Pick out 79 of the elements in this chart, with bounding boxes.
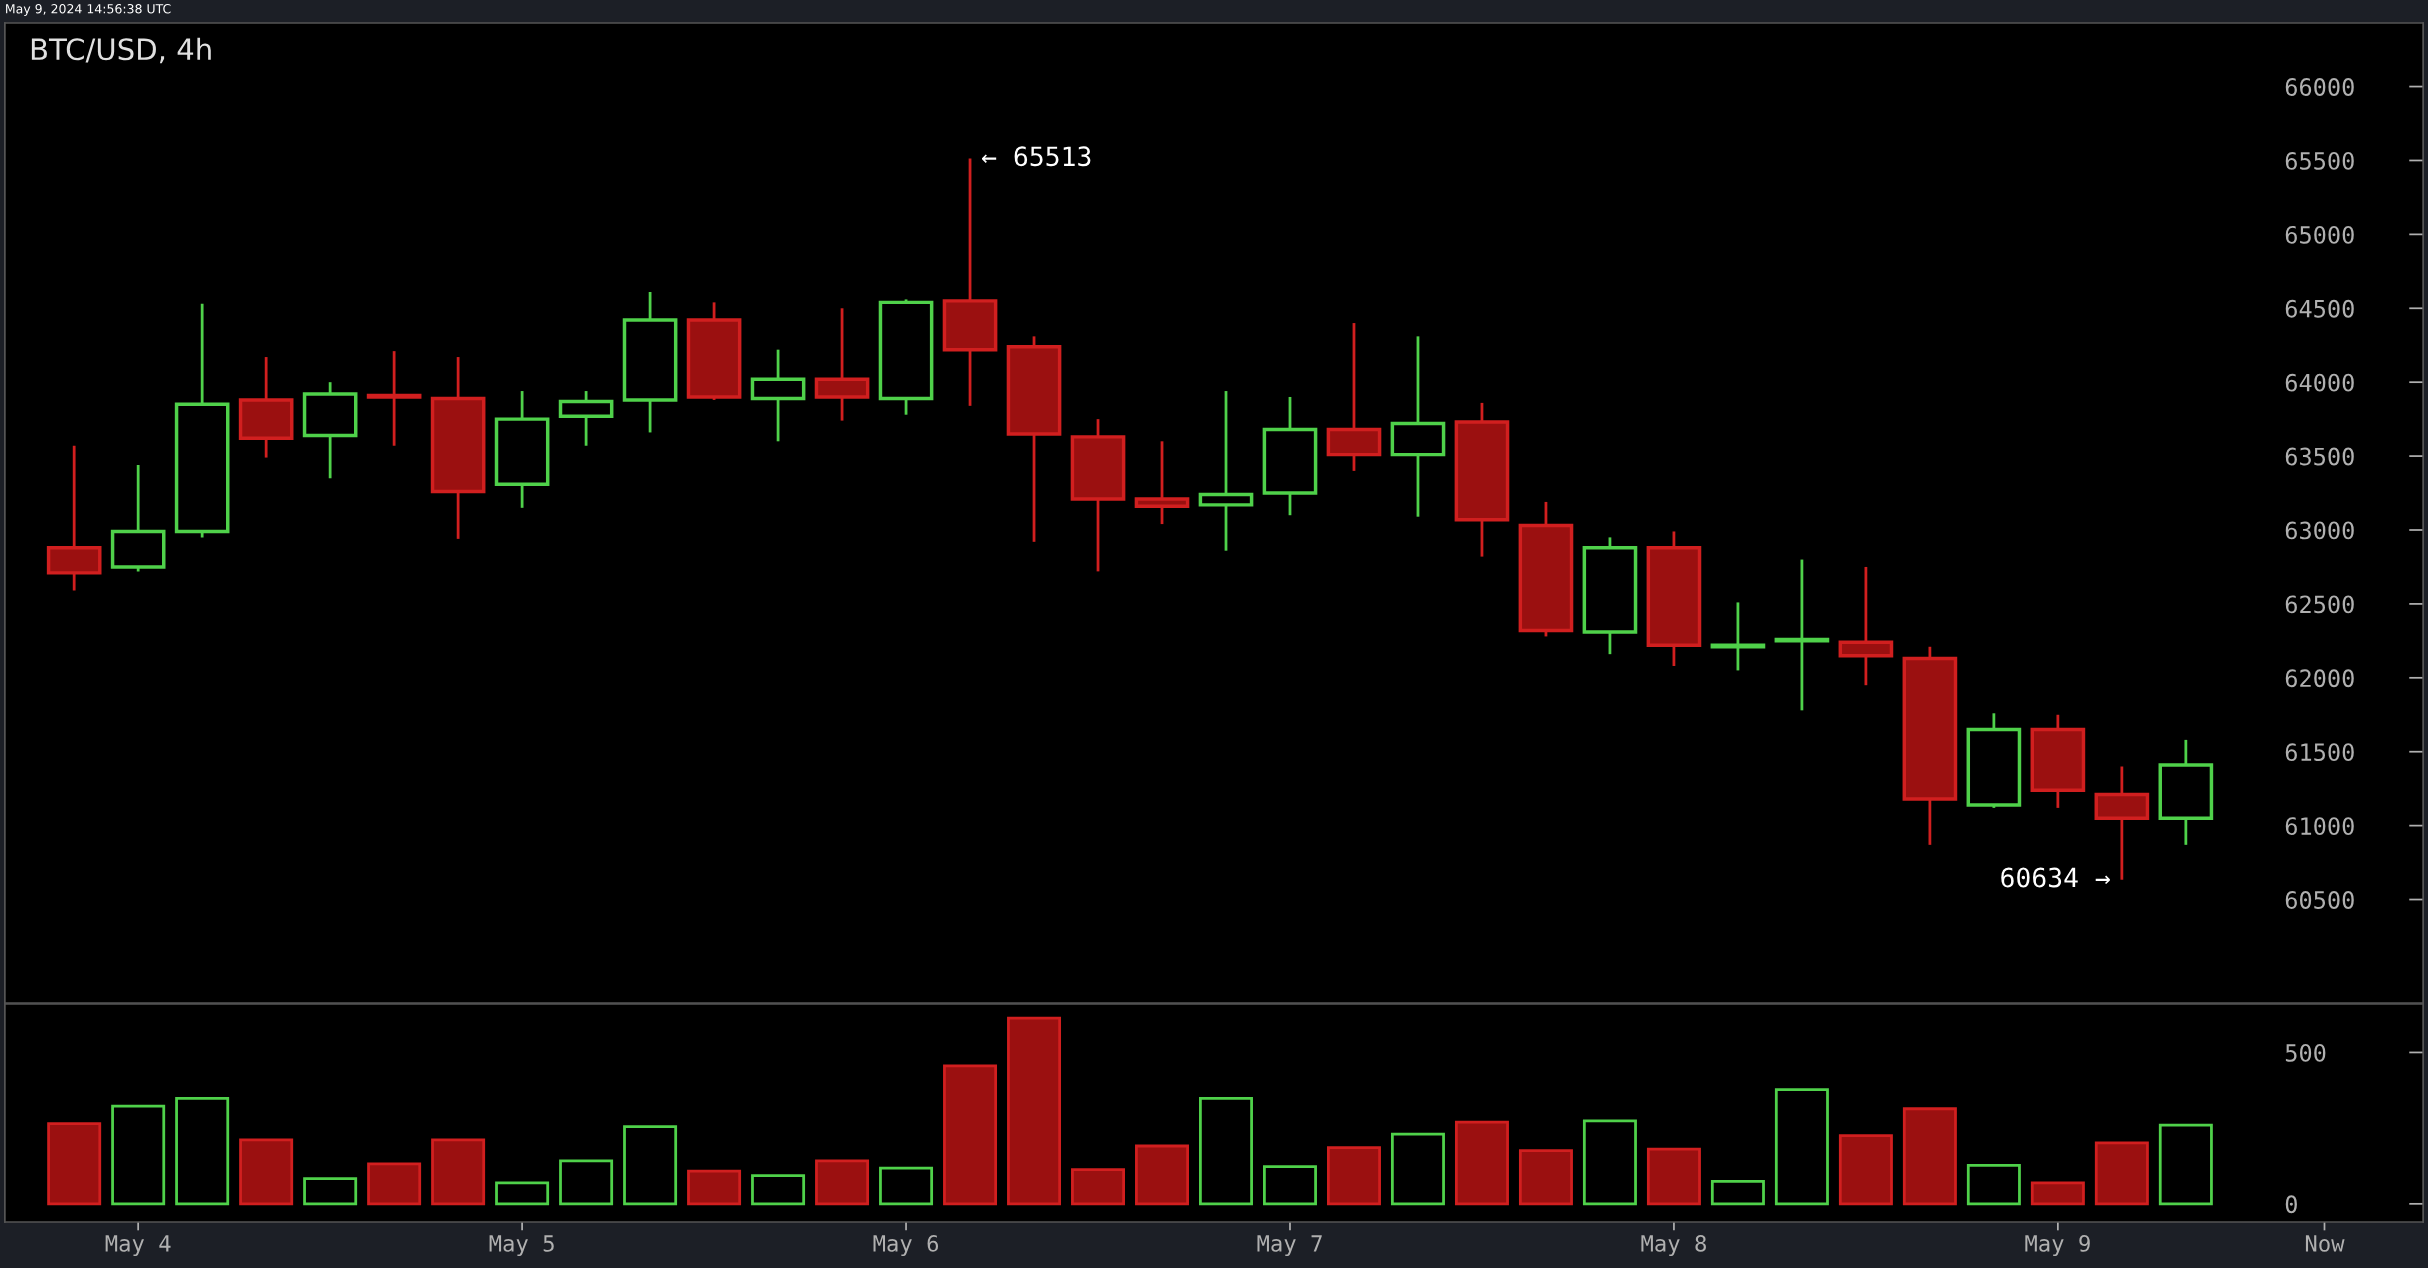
y-tick-label: 62500: [2285, 595, 2354, 614]
x-tick-label: May 6: [873, 1235, 939, 1257]
candlestick: [1838, 565, 1894, 687]
bar: [239, 1138, 294, 1206]
y-tick-label: 61500: [2285, 743, 2354, 762]
bar: [1966, 1163, 2021, 1206]
bar: [623, 1125, 678, 1206]
candlestick: [622, 290, 678, 434]
x-tick-label: Now: [2305, 1235, 2345, 1252]
candlestick: [494, 389, 550, 510]
text: May 9, 2024 14:56:38 UTC: [6, 4, 171, 16]
bar: [1007, 1016, 1062, 1206]
y-tick-label: 0: [2285, 1195, 2297, 1214]
candlestick: [366, 349, 422, 448]
bar: [175, 1097, 230, 1206]
y-tick-label: 64500: [2285, 299, 2354, 318]
candlestick: [1390, 334, 1446, 519]
bar: [303, 1177, 358, 1206]
x-tick-label: May 7: [1257, 1235, 1322, 1257]
candlestick: [2158, 738, 2214, 847]
bar: [1902, 1107, 1957, 1206]
y-tick-label: 63000: [2285, 521, 2354, 540]
x-tick-label: May 9: [2025, 1235, 2090, 1257]
annotation: ← 65513: [982, 146, 1091, 167]
bar: [1199, 1097, 1253, 1206]
y-tick-label: 64000: [2285, 373, 2354, 392]
y-tick-label: 65500: [2285, 151, 2354, 170]
bar: [1710, 1180, 1765, 1206]
candlestick: [750, 348, 806, 443]
bar: [1838, 1134, 1893, 1206]
candlestick: [2030, 713, 2086, 810]
candlestick: [1774, 558, 1830, 712]
y-tick-label: 65000: [2285, 225, 2354, 244]
y-tick-label: 62000: [2285, 669, 2354, 688]
candlestick: [1902, 645, 1958, 847]
bar: [1454, 1120, 1509, 1206]
bar: [1518, 1149, 1573, 1206]
x-tick-label: May 4: [105, 1235, 171, 1257]
bar: [1646, 1147, 1701, 1206]
candlestick: [1710, 601, 1766, 672]
bar: [1582, 1119, 1637, 1206]
bar: [559, 1159, 614, 1206]
candlestick: [1262, 395, 1318, 517]
chart-title: BTC/USD, 4h: [31, 37, 211, 64]
candlestick: [2094, 765, 2150, 882]
bar: [687, 1169, 742, 1206]
x-tick-label: May 8: [1641, 1235, 1706, 1257]
candlestick: [814, 306, 870, 423]
bar: [815, 1159, 870, 1206]
bar: [2094, 1141, 2149, 1206]
candlestick: [430, 355, 486, 541]
bar: [1326, 1146, 1381, 1206]
bar: [751, 1174, 806, 1206]
bar: [2030, 1181, 2085, 1206]
y-tick-label: 500: [2285, 1043, 2326, 1062]
bar: [2158, 1123, 2213, 1206]
y-tick-label: 63500: [2285, 447, 2354, 466]
bar: [1071, 1168, 1125, 1206]
bar: [1135, 1144, 1189, 1206]
bar: [1390, 1132, 1445, 1206]
candlestick: [46, 444, 102, 592]
candlestick: [238, 355, 294, 459]
bar: [431, 1138, 486, 1206]
candlestick: [302, 380, 358, 480]
bar: [367, 1162, 422, 1206]
bar: [1774, 1088, 1829, 1206]
bar: [47, 1122, 102, 1206]
bar: [495, 1181, 550, 1206]
x-tick-label: May 5: [489, 1235, 554, 1257]
bar: [879, 1166, 934, 1206]
candlestick: [1454, 401, 1510, 558]
y-tick-label: 61000: [2285, 817, 2354, 835]
bar: [943, 1064, 998, 1206]
y-tick-label: 66000: [2285, 78, 2354, 96]
candlestick: [1198, 389, 1254, 553]
bar: [111, 1104, 166, 1206]
y-tick-label: 60500: [2285, 891, 2354, 909]
annotation: 60634 →: [2001, 867, 2110, 888]
bar: [1263, 1165, 1317, 1206]
